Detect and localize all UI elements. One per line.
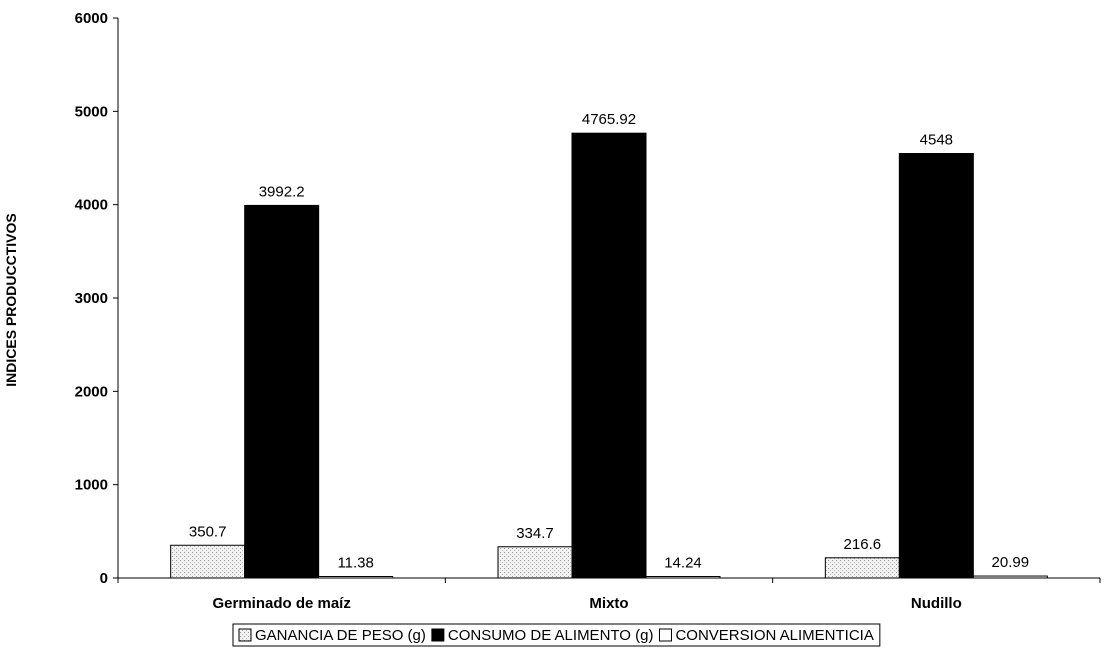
bar (170, 544, 246, 579)
y-tick-label: 4000 (75, 197, 108, 214)
y-tick-label: 1000 (75, 477, 108, 494)
legend: GANANCIA DE PESO (g) CONSUMO DE ALIMENTO … (232, 623, 881, 647)
legend-swatch (658, 628, 672, 642)
data-label: 350.7 (189, 523, 227, 540)
data-label: 216.6 (844, 536, 882, 553)
legend-swatch (431, 628, 445, 642)
bar (824, 557, 900, 579)
x-category-label: Nudillo (911, 595, 962, 612)
legend-label: CONVERSION ALIMENTICIA (675, 627, 873, 644)
y-tick-label: 0 (100, 570, 108, 587)
legend-box (232, 623, 881, 647)
data-label: 334.7 (516, 525, 554, 542)
bar (318, 576, 394, 579)
x-category-label: Germinado de maíz (212, 595, 350, 612)
data-label: 4548 (920, 132, 953, 149)
y-tick-label: 2000 (75, 383, 108, 400)
y-tick-label: 6000 (75, 10, 108, 27)
legend-swatch (238, 628, 252, 642)
y-axis-title: INDICES PRODUCCTIVOS (3, 213, 19, 386)
data-label: 4765.92 (582, 111, 636, 128)
bar (645, 576, 721, 579)
bar (244, 204, 320, 579)
data-label: 14.24 (664, 555, 702, 572)
legend-label: GANANCIA DE PESO (g) (255, 627, 426, 644)
x-category-label: Mixto (589, 595, 628, 612)
data-labels: 350.7 3992.2 11.38 334.7 4765.92 14.24 216.6 45… (189, 111, 1029, 571)
bar (571, 132, 647, 579)
bar (497, 546, 573, 579)
data-label: 11.38 (337, 555, 373, 572)
data-label: 3992.2 (259, 183, 305, 200)
legend-label: CONSUMO DE ALIMENTO (g) (448, 627, 654, 644)
bars (170, 132, 1048, 579)
bar (898, 153, 974, 579)
y-tick-label: 3000 (75, 290, 108, 307)
y-tick-label: 5000 (75, 103, 108, 120)
bar (972, 575, 1048, 579)
data-label: 20.99 (992, 554, 1030, 571)
axes: 0 1000 2000 3000 4000 5000 6000 Germinado de ma… (75, 10, 1101, 612)
